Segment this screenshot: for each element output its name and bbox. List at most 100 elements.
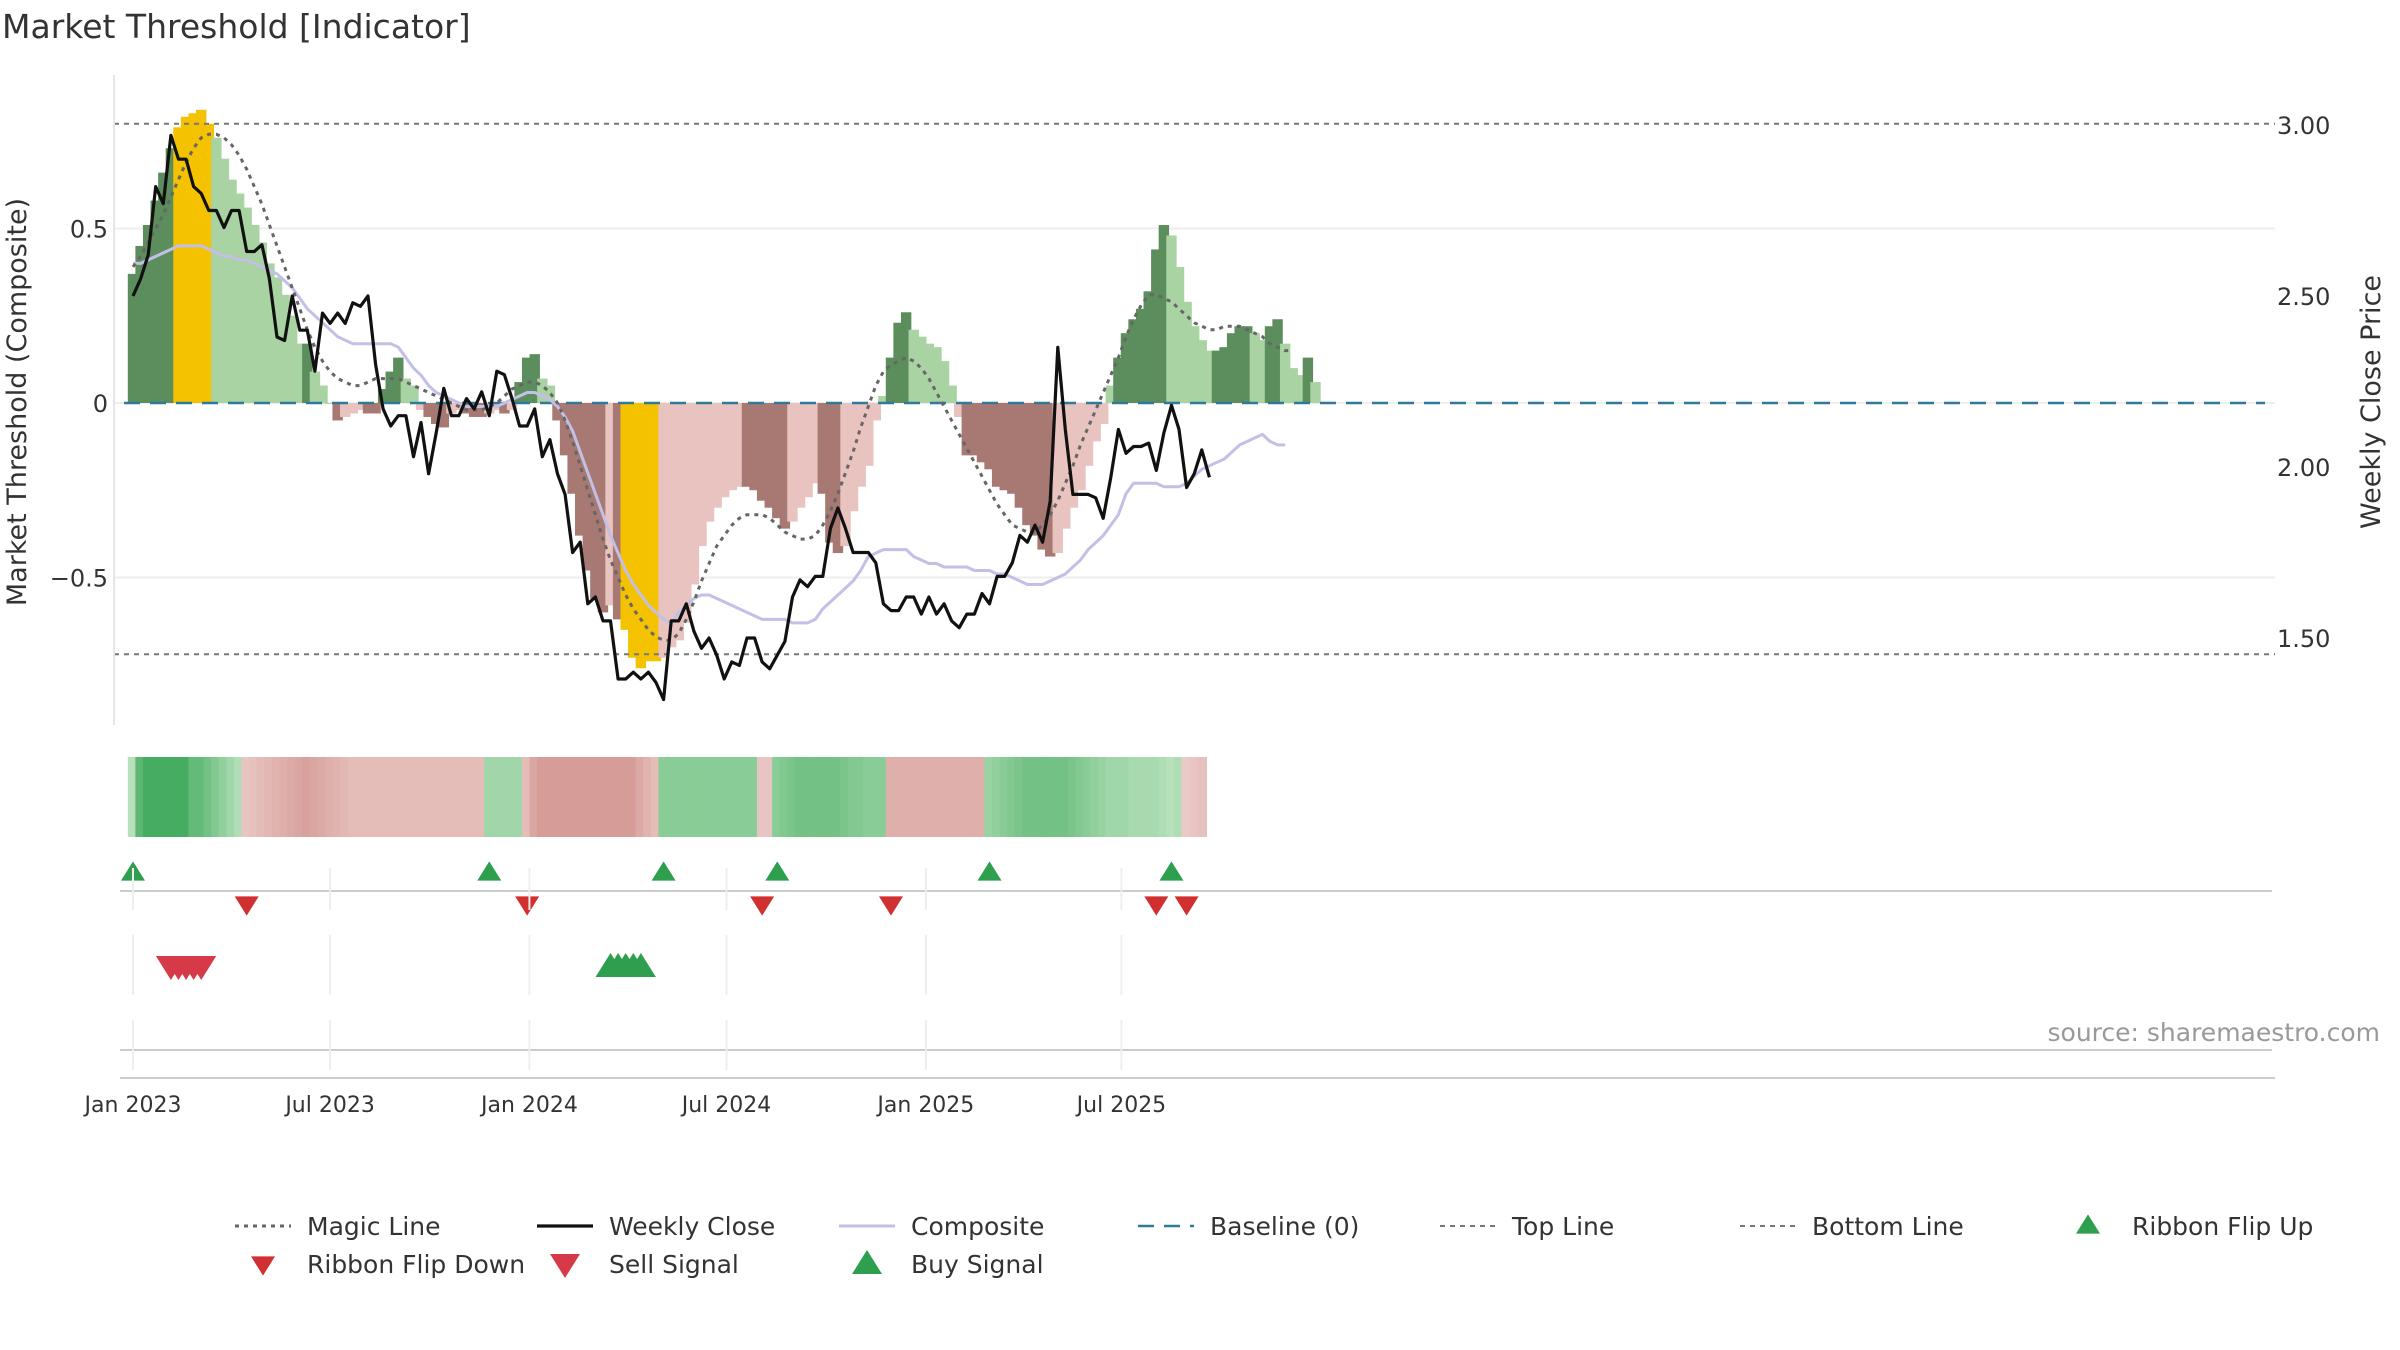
ribbon-cell: [756, 757, 768, 837]
ribbon-cell: [286, 757, 298, 837]
composite-bar: [711, 403, 722, 508]
ribbon-cell: [211, 757, 222, 837]
ribbon-cell: [696, 757, 707, 837]
composite-bar: [188, 113, 199, 403]
ribbon-cell: [582, 757, 593, 837]
ribbon-cell: [635, 757, 647, 837]
legend-label: Composite: [911, 1212, 1044, 1241]
ribbon-cell: [506, 757, 518, 837]
ribbon-cell: [173, 757, 184, 837]
composite-bar: [878, 396, 889, 403]
ribbon-cell: [499, 757, 510, 837]
composite-bar: [1007, 403, 1018, 494]
composite-bar: [1219, 347, 1230, 403]
composite-bar: [1029, 403, 1041, 536]
ribbon-flip-down-marker: [515, 896, 540, 916]
ribbon-cell: [893, 757, 904, 837]
ribbon-cell: [514, 757, 525, 837]
ribbon-cell: [961, 757, 972, 837]
ribbon-cell: [1060, 757, 1071, 837]
composite-bar: [233, 193, 245, 403]
ribbon-cell: [415, 757, 427, 837]
x-tick-label: Jul 2025: [1075, 1093, 1167, 1118]
composite-bar: [142, 225, 154, 403]
composite-bar: [1257, 340, 1268, 403]
ribbon-cell: [332, 757, 343, 837]
ribbon-cell: [484, 757, 495, 837]
legend-label: Ribbon Flip Up: [2132, 1212, 2313, 1241]
ribbon-flip-up-marker: [1159, 861, 1184, 881]
composite-bar: [855, 403, 866, 487]
ribbon-cell: [1014, 757, 1026, 837]
composite-bar: [362, 403, 374, 414]
composite-bar: [1234, 326, 1245, 403]
y-right-tick-label: 2.00: [2277, 454, 2330, 482]
ribbon-cell: [749, 757, 760, 837]
ribbon-cell: [218, 757, 230, 837]
composite-bar: [370, 403, 381, 414]
ribbon-cell: [264, 757, 275, 837]
composite-bar: [309, 371, 321, 403]
composite-bar: [1151, 249, 1162, 403]
composite-bar: [1022, 403, 1033, 526]
ribbon-cell: [1151, 757, 1162, 837]
composite-bar: [461, 403, 472, 414]
composite-bar: [1264, 326, 1276, 403]
ribbon-cell: [1007, 757, 1018, 837]
composite-bar: [825, 403, 836, 543]
ribbon-cell: [271, 757, 283, 837]
composite-bar: [817, 403, 828, 494]
y-right-tick-label: 3.00: [2277, 112, 2330, 140]
ribbon-cell: [976, 757, 988, 837]
composite-bar: [673, 403, 684, 641]
composite-bar: [810, 403, 821, 484]
ribbon-strip: [127, 757, 1207, 837]
ribbon-cell: [468, 757, 480, 837]
ribbon-cell: [681, 757, 692, 837]
ribbon-cell: [764, 757, 775, 837]
composite-bar: [226, 179, 237, 403]
composite-bar: [241, 207, 252, 403]
legend-label: Weekly Close: [609, 1212, 775, 1241]
main-panel: 0.5 0 −0.5 3.00 2.50 2.00 1.50: [50, 75, 2330, 725]
composite-bar: [605, 403, 616, 606]
ribbon-cell: [340, 757, 351, 837]
composite-bar: [1037, 403, 1048, 550]
ribbon-cell: [1189, 757, 1200, 837]
chart-title: Market Threshold [Indicator]: [2, 7, 471, 46]
ribbon-cell: [1120, 757, 1132, 837]
ribbon-cell: [878, 757, 889, 837]
ribbon-cell: [810, 757, 821, 837]
composite-bar: [1242, 326, 1253, 403]
ribbon-cell: [377, 757, 389, 837]
ribbon-cell: [590, 757, 601, 837]
ribbon-cell: [529, 757, 540, 837]
composite-bar: [1090, 403, 1101, 442]
composite-bar: [249, 225, 260, 403]
ribbon-flip-up-marker: [765, 861, 790, 881]
composite-bar: [1120, 333, 1132, 403]
composite-bar: [446, 403, 457, 414]
ribbon-cell: [1098, 757, 1109, 837]
sell-signal-marker: [186, 956, 217, 980]
composite-bar: [355, 403, 366, 410]
composite-bar: [279, 294, 290, 403]
y-right-tick-label: 2.50: [2277, 283, 2330, 311]
ribbon-cell: [226, 757, 237, 837]
composite-bar: [764, 403, 775, 508]
ribbon-cell: [597, 757, 609, 837]
legend-swatch-sell: [550, 1254, 580, 1278]
legend-label: Ribbon Flip Down: [307, 1250, 525, 1279]
composite-bar: [665, 403, 677, 648]
composite-bar: [802, 403, 813, 498]
composite-bar: [832, 403, 844, 554]
ribbon-cell: [355, 757, 366, 837]
ribbon-flip-up-marker: [651, 861, 676, 881]
ribbon-cell: [362, 757, 374, 837]
composite-bar: [999, 403, 1010, 491]
composite-bar: [590, 403, 601, 599]
ribbon-cell: [1143, 757, 1154, 837]
composite-bar: [1287, 368, 1298, 403]
ribbon-cell: [847, 757, 859, 837]
ribbon-cell: [150, 757, 161, 837]
